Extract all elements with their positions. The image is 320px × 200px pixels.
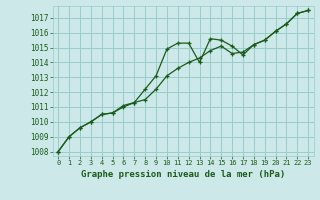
X-axis label: Graphe pression niveau de la mer (hPa): Graphe pression niveau de la mer (hPa): [81, 170, 285, 179]
